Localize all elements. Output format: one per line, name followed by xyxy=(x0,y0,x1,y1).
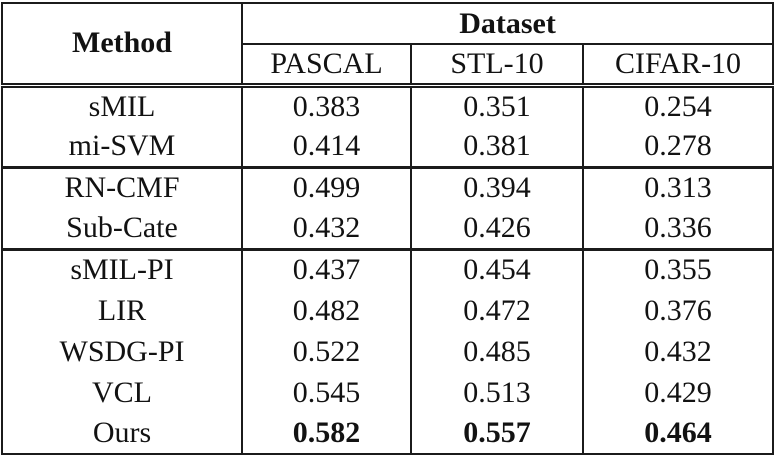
method-cell: Sub-Cate xyxy=(66,210,178,244)
table-row: VCL 0.545 0.513 0.429 xyxy=(2,372,774,413)
method-cell: WSDG-PI xyxy=(59,334,185,368)
value-cell: 0.355 xyxy=(581,247,774,290)
column-header-cifar10: CIFAR-10 xyxy=(581,44,774,88)
value-cell: 0.381 xyxy=(410,126,583,167)
dataset-group-header: Dataset xyxy=(242,3,774,45)
value-cell: 0.376 xyxy=(581,290,774,331)
header-row-sub: PASCAL STL-10 CIFAR-10 xyxy=(2,44,774,88)
value-cell: 0.278 xyxy=(581,126,774,167)
value-cell: 0.454 xyxy=(410,247,583,290)
table-row: mi-SVM 0.414 0.381 0.278 xyxy=(2,126,774,167)
value-cell: 0.351 xyxy=(410,85,583,126)
value-cell: 0.313 xyxy=(581,165,774,208)
method-cell: sMIL-PI xyxy=(2,247,242,290)
table-row: RN-CMF 0.499 0.394 0.313 xyxy=(2,165,774,208)
value-cell: 0.336 xyxy=(581,208,774,249)
table-row: WSDG-PI 0.522 0.485 0.432 xyxy=(2,331,774,372)
value-cell: 0.432 xyxy=(581,331,774,372)
value-cell: 0.499 xyxy=(241,165,411,208)
value-cell: 0.414 xyxy=(241,126,411,167)
value-cell: 0.482 xyxy=(241,290,411,331)
table-row-ours: Ours 0.582 0.557 0.464 xyxy=(2,413,774,454)
value-cell: 0.485 xyxy=(410,331,583,372)
value-cell: 0.464 xyxy=(581,413,774,454)
header-row-top: Method Dataset xyxy=(2,3,774,88)
value-cell: 0.426 xyxy=(410,208,583,249)
column-header-pascal: PASCAL xyxy=(241,44,411,88)
value-cell: 0.545 xyxy=(241,372,411,413)
table-row: Sub-Cate 0.432 0.426 0.336 xyxy=(2,208,774,249)
value-cell: 0.383 xyxy=(241,85,411,126)
table-row: sMIL-PI 0.437 0.454 0.355 xyxy=(2,247,774,290)
method-cell: Ours xyxy=(92,416,152,449)
method-cell: VCL xyxy=(92,375,152,409)
value-cell: 0.557 xyxy=(410,413,583,454)
method-cell: mi-SVM xyxy=(68,128,176,162)
value-cell: 0.437 xyxy=(241,247,411,290)
method-cell: RN-CMF xyxy=(2,165,242,208)
value-cell: 0.582 xyxy=(241,413,411,454)
value-cell: 0.513 xyxy=(410,372,583,413)
value-cell: 0.472 xyxy=(410,290,583,331)
value-cell: 0.432 xyxy=(241,208,411,249)
value-cell: 0.394 xyxy=(410,165,583,208)
value-cell: 0.429 xyxy=(581,372,774,413)
method-column-header: Method xyxy=(2,3,243,88)
value-cell: 0.254 xyxy=(581,85,774,126)
method-cell: LIR xyxy=(97,293,147,327)
table-row: LIR 0.482 0.472 0.376 xyxy=(2,290,774,331)
table-row: sMIL 0.383 0.351 0.254 xyxy=(2,85,774,126)
value-cell: 0.522 xyxy=(241,331,411,372)
method-cell: sMIL xyxy=(88,89,156,123)
column-header-stl10: STL-10 xyxy=(410,44,583,88)
